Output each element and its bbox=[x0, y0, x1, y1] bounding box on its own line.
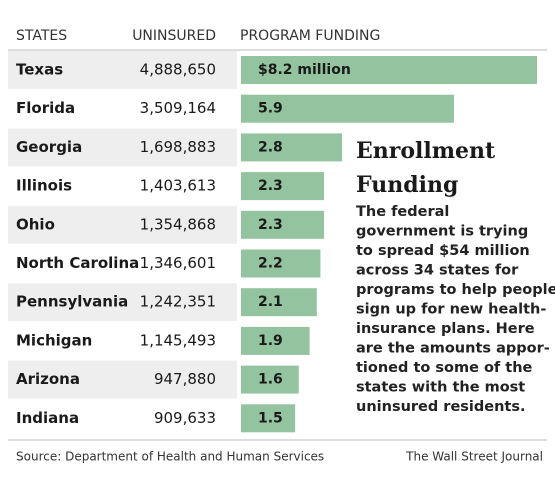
annotation-text: The federal bbox=[356, 204, 449, 220]
value-label: 2.1 bbox=[258, 294, 283, 310]
bar bbox=[241, 94, 454, 123]
bar bbox=[241, 326, 310, 355]
bar bbox=[241, 404, 296, 433]
header-uninsured: UNINSURED bbox=[132, 28, 216, 44]
bar bbox=[241, 365, 299, 394]
state-label: Georgia bbox=[16, 138, 82, 156]
annotation-text: across 34 states for bbox=[356, 263, 519, 279]
state-label: Michigan bbox=[16, 331, 92, 349]
bar bbox=[241, 288, 317, 317]
header-funding: PROGRAM FUNDING bbox=[240, 28, 380, 44]
source: Source: Department of Health and Human S… bbox=[16, 450, 324, 464]
uninsured-value: 3,509,164 bbox=[140, 99, 216, 117]
row-stripe bbox=[8, 128, 237, 167]
header-states: STATES bbox=[16, 28, 67, 44]
uninsured-value: 4,888,650 bbox=[140, 61, 216, 79]
annotation-text: are the amounts appor- bbox=[356, 341, 550, 357]
annotation-text: uninsured residents. bbox=[356, 399, 526, 415]
state-label: North Carolina bbox=[16, 254, 139, 272]
value-label: 1.5 bbox=[258, 410, 283, 426]
annotation-text: government is trying bbox=[356, 224, 528, 240]
annotation-text: insurance plans. Here bbox=[356, 321, 535, 337]
row-stripe bbox=[8, 360, 237, 399]
annotation-text: sign up for new health- bbox=[356, 302, 546, 318]
state-label: Pennsylvania bbox=[16, 293, 128, 311]
state-label: Arizona bbox=[16, 370, 80, 388]
uninsured-value: 1,403,613 bbox=[140, 177, 216, 195]
value-label: 1.9 bbox=[258, 333, 283, 349]
row-stripe bbox=[8, 205, 237, 244]
value-label: 2.3 bbox=[258, 178, 283, 194]
uninsured-value: 1,242,351 bbox=[140, 293, 216, 311]
uninsured-value: 1,354,868 bbox=[140, 215, 216, 233]
row-stripe bbox=[8, 51, 237, 89]
state-label: Texas bbox=[16, 61, 63, 79]
row-stripe bbox=[8, 283, 237, 322]
value-label: 5.9 bbox=[258, 101, 283, 117]
uninsured-value: 1,346,601 bbox=[140, 254, 216, 272]
uninsured-value: 1,698,883 bbox=[140, 138, 216, 156]
uninsured-value: 947,880 bbox=[154, 370, 216, 388]
state-label: Florida bbox=[16, 99, 75, 117]
value-label: $8.2 million bbox=[258, 62, 351, 78]
state-label: Illinois bbox=[16, 177, 72, 195]
bar bbox=[241, 249, 321, 278]
annotation-text: states with the most bbox=[356, 380, 525, 396]
bar bbox=[241, 172, 325, 201]
annotation-title: Funding bbox=[356, 172, 458, 198]
annotation-text: to spread $54 million bbox=[356, 243, 530, 259]
value-label: 2.8 bbox=[258, 139, 283, 155]
value-label: 2.2 bbox=[258, 256, 283, 272]
value-label: 2.3 bbox=[258, 217, 283, 233]
value-label: 1.6 bbox=[258, 372, 283, 388]
uninsured-value: 1,145,493 bbox=[140, 331, 216, 349]
bar bbox=[241, 56, 537, 84]
annotation-title: Enrollment bbox=[356, 138, 496, 164]
annotation-text: tioned to some of the bbox=[356, 360, 533, 376]
bar bbox=[241, 210, 325, 239]
uninsured-value: 909,633 bbox=[154, 409, 216, 427]
credit: The Wall Street Journal bbox=[405, 450, 543, 464]
state-label: Ohio bbox=[16, 215, 55, 233]
state-label: Indiana bbox=[16, 409, 79, 427]
bar bbox=[241, 133, 343, 162]
annotation-text: programs to help people bbox=[356, 282, 555, 298]
